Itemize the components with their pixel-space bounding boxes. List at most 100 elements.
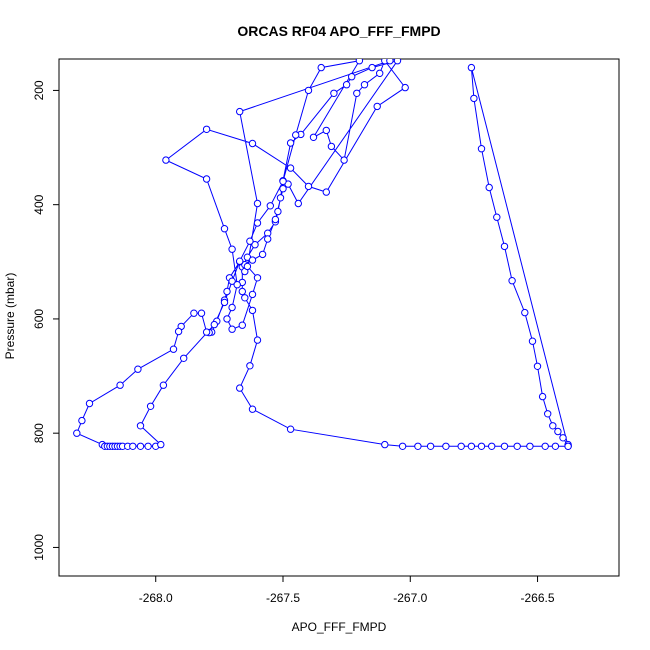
data-point bbox=[238, 287, 247, 296]
data-point bbox=[169, 345, 178, 353]
data-point bbox=[376, 69, 384, 78]
data-point bbox=[223, 315, 231, 323]
data-point bbox=[381, 440, 389, 449]
data-point bbox=[220, 298, 229, 307]
data-point bbox=[477, 442, 486, 450]
data-point bbox=[286, 164, 295, 172]
y-tick-label: 600 bbox=[32, 309, 46, 329]
x-axis-label: APO_FFF_FMPD bbox=[292, 620, 387, 634]
x-tick-label: -266.5 bbox=[521, 591, 555, 605]
data-point bbox=[251, 241, 259, 249]
data-point bbox=[136, 442, 145, 450]
data-point bbox=[327, 142, 336, 151]
data-point bbox=[236, 107, 244, 116]
x-tick-label: -267.5 bbox=[266, 591, 300, 605]
data-point bbox=[197, 309, 206, 317]
data-point bbox=[549, 422, 557, 430]
data-point bbox=[386, 59, 394, 65]
data-point bbox=[276, 194, 285, 202]
data-point bbox=[286, 139, 295, 147]
data-point bbox=[134, 365, 142, 373]
data-point bbox=[248, 405, 257, 413]
data-point bbox=[162, 156, 170, 164]
data-point bbox=[294, 199, 302, 208]
x-tick-label: -267.0 bbox=[393, 591, 427, 605]
data-point bbox=[533, 362, 542, 370]
data-point bbox=[538, 392, 547, 401]
data-point bbox=[241, 294, 249, 302]
data-point bbox=[220, 225, 229, 233]
data-point bbox=[442, 442, 450, 450]
data-point bbox=[202, 125, 211, 134]
data-point bbox=[340, 156, 348, 164]
data-point bbox=[274, 207, 282, 216]
data-point bbox=[322, 188, 330, 196]
data-point bbox=[526, 442, 534, 450]
data-point bbox=[73, 429, 81, 437]
data-point bbox=[236, 384, 244, 392]
data-point bbox=[477, 145, 486, 153]
data-point bbox=[248, 256, 257, 264]
data-point bbox=[78, 416, 86, 425]
data-point bbox=[129, 442, 137, 450]
data-point bbox=[233, 281, 241, 289]
data-point bbox=[485, 183, 493, 192]
data-point bbox=[513, 442, 521, 450]
series-line bbox=[76, 59, 569, 449]
data-point bbox=[236, 257, 244, 265]
data-point bbox=[360, 81, 369, 89]
data-point bbox=[348, 73, 356, 81]
data-point bbox=[398, 442, 407, 450]
data-point bbox=[521, 308, 529, 317]
y-tick-label: 800 bbox=[32, 423, 46, 443]
data-point bbox=[248, 290, 257, 299]
data-point bbox=[246, 362, 254, 370]
data-point bbox=[286, 425, 295, 433]
data-point bbox=[246, 237, 254, 245]
y-tick-label: 400 bbox=[32, 194, 46, 214]
data-point bbox=[190, 309, 198, 317]
data-point bbox=[258, 250, 267, 259]
y-axis: 200 400 600 800 1000 bbox=[32, 80, 59, 561]
chart-title: ORCAS RF04 APO_FFF_FMPD bbox=[237, 23, 440, 39]
data-point bbox=[322, 126, 330, 135]
data-point bbox=[228, 277, 236, 285]
data-point bbox=[243, 262, 252, 271]
data-point bbox=[228, 245, 236, 253]
data-point bbox=[355, 59, 364, 65]
data-point bbox=[202, 175, 211, 183]
data-point bbox=[180, 354, 188, 362]
x-tick-label: -268.0 bbox=[139, 591, 173, 605]
data-point bbox=[159, 381, 168, 389]
y-tick-label: 200 bbox=[32, 80, 46, 100]
data-point bbox=[559, 434, 567, 442]
data-point bbox=[342, 81, 351, 89]
data-point bbox=[488, 442, 496, 450]
plot-frame bbox=[58, 58, 620, 577]
data-point bbox=[500, 242, 509, 251]
data-point bbox=[551, 442, 560, 450]
data-point bbox=[144, 442, 152, 450]
data-point bbox=[554, 427, 562, 436]
data-point bbox=[228, 325, 236, 333]
data-point bbox=[253, 274, 262, 282]
data-point bbox=[304, 182, 313, 191]
data-point bbox=[238, 321, 247, 329]
data-point bbox=[373, 102, 381, 111]
data-point bbox=[157, 440, 165, 449]
data-point bbox=[228, 303, 236, 312]
data-point bbox=[136, 422, 145, 430]
data-point bbox=[414, 442, 422, 450]
data-point bbox=[279, 185, 287, 193]
y-tick-label: 1000 bbox=[32, 534, 46, 561]
data-point bbox=[292, 131, 300, 139]
data-point bbox=[564, 442, 572, 450]
x-axis: -268.0 -267.5 -267.0 -266.5 bbox=[139, 576, 555, 605]
data-point bbox=[493, 213, 501, 221]
data-point bbox=[174, 327, 183, 336]
data-point bbox=[467, 63, 476, 72]
data-point bbox=[528, 337, 537, 345]
data-point bbox=[146, 402, 155, 410]
y-axis-label: Pressure (mbar) bbox=[3, 273, 17, 360]
